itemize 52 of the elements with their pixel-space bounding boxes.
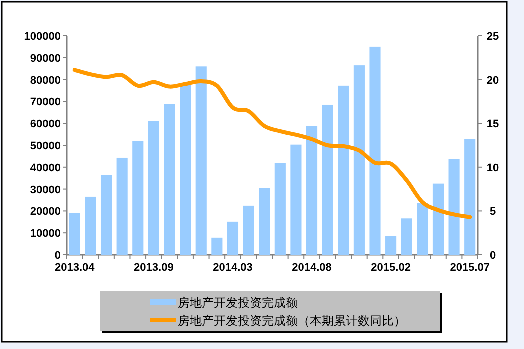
y-tick-label: 30000 <box>30 184 61 196</box>
bar <box>116 158 128 255</box>
bar <box>100 175 112 255</box>
bar <box>417 203 428 255</box>
bar <box>386 236 397 255</box>
x-tick-label: 2013.04 <box>55 262 96 274</box>
bar <box>85 196 96 255</box>
bar <box>354 66 365 255</box>
bar <box>401 218 412 255</box>
bar <box>196 66 207 255</box>
y2-tick-label: 20 <box>486 74 500 87</box>
y-tick-label: 60000 <box>30 118 61 131</box>
legend-label: 房地产开发投资完成额 <box>178 296 298 310</box>
bar <box>322 104 334 255</box>
y-tick-label: 90000 <box>30 52 61 65</box>
y-tick-label: 10000 <box>30 228 61 240</box>
x-tick-label: 2014.03 <box>213 262 253 274</box>
line-series <box>72 68 472 220</box>
y-tick-label: 70000 <box>30 96 61 109</box>
bar <box>148 121 160 255</box>
x-tick-label: 2015.07 <box>450 262 490 274</box>
x-tick-label: 2014.08 <box>292 262 332 274</box>
y-tick-label: 80000 <box>30 74 61 87</box>
y-tick-label: 40000 <box>30 162 61 174</box>
bar <box>164 104 176 255</box>
bar <box>243 206 254 255</box>
y2-tick-label: 15 <box>486 118 500 131</box>
bar <box>259 188 270 255</box>
bar <box>274 163 286 255</box>
bar <box>370 46 381 255</box>
x-tick-label: 2013.09 <box>134 262 174 274</box>
bar <box>227 222 239 255</box>
bar <box>212 238 223 255</box>
bar <box>290 144 302 255</box>
bar <box>69 213 80 255</box>
y-tick-label: 50000 <box>30 140 61 152</box>
y-tick-label: 100000 <box>24 31 61 43</box>
y2-tick-label: 25 <box>486 31 500 43</box>
bar <box>464 139 476 255</box>
y2-tick-label: 0 <box>490 250 496 262</box>
bar <box>338 86 350 255</box>
bar <box>432 184 444 255</box>
bar <box>448 159 460 255</box>
y2-tick-label: 5 <box>490 206 496 218</box>
y-tick-label: 20000 <box>30 206 61 218</box>
legend-label: 房地产开发投资完成额（本期累计数同比） <box>178 314 406 328</box>
x-tick-label: 2015.02 <box>371 262 411 274</box>
bar <box>306 126 318 255</box>
y2-tick-label: 10 <box>486 162 500 174</box>
bar <box>180 84 192 255</box>
y-tick-label: 0 <box>54 250 61 262</box>
bar <box>132 141 144 255</box>
